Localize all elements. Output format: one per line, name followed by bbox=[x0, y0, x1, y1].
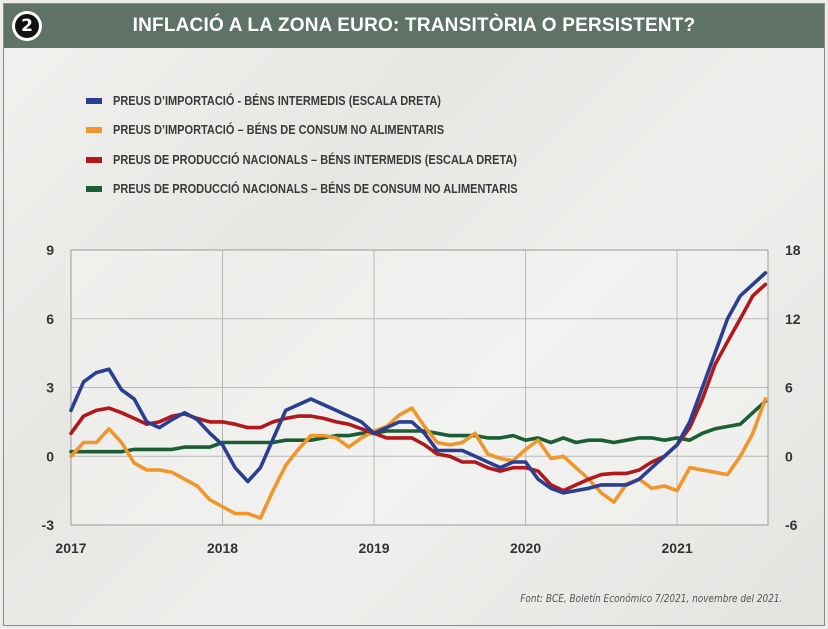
legend-swatch bbox=[86, 97, 102, 104]
y-left-tick-label: -3 bbox=[42, 517, 55, 533]
legend-swatch bbox=[86, 127, 102, 134]
legend: PREUS D’IMPORTACIÓ - BÉNS INTERMEDIS (ES… bbox=[86, 92, 573, 210]
legend-item: PREUS D’IMPORTACIÓ - BÉNS INTERMEDIS (ES… bbox=[86, 92, 573, 122]
chart-title: INFLACIÓ A LA ZONA EURO: TRANSITÒRIA O P… bbox=[132, 15, 696, 36]
figure-number-badge: 2 bbox=[12, 11, 42, 41]
legend-swatch bbox=[86, 186, 102, 193]
line-chart: -3 -6 0 0 3 6 6 12 9 18 2017 2018 2019 2020 2021 bbox=[42, 242, 801, 556]
y-left-tick-label: 3 bbox=[46, 380, 54, 396]
figure-number: 2 bbox=[15, 14, 39, 38]
series-line-2 bbox=[69, 397, 768, 520]
legend-swatch bbox=[86, 156, 102, 163]
y-left-tick-label: 9 bbox=[46, 242, 54, 258]
series-line-4 bbox=[69, 399, 768, 454]
y-right-tick-label: 18 bbox=[785, 242, 801, 258]
x-tick-label: 2020 bbox=[510, 540, 541, 556]
plot-frame bbox=[70, 249, 769, 526]
header-bar: 2 INFLACIÓ A LA ZONA EURO: TRANSITÒRIA O… bbox=[4, 4, 824, 48]
y-right-tick-label: 6 bbox=[785, 380, 793, 396]
x-tick-label: 2019 bbox=[358, 540, 389, 556]
legend-label: PREUS DE PRODUCCIÓ NACIONALS – BÉNS DE C… bbox=[113, 182, 518, 197]
x-tick-label: 2021 bbox=[662, 540, 693, 556]
legend-label: PREUS DE PRODUCCIÓ NACIONALS – BÉNS INTE… bbox=[113, 152, 517, 167]
x-tick-label: 2018 bbox=[207, 540, 238, 556]
source-note: Font: BCE, Boletín Económico 7/2021, nov… bbox=[519, 593, 782, 605]
y-left-tick-label: 6 bbox=[46, 311, 54, 327]
legend-label: PREUS D’IMPORTACIÓ - BÉNS INTERMEDIS (ES… bbox=[113, 93, 441, 108]
y-right-tick-label: -6 bbox=[785, 517, 798, 533]
y-right-tick-label: 0 bbox=[785, 448, 793, 464]
series-line-1 bbox=[69, 271, 768, 495]
chart-card: 2 INFLACIÓ A LA ZONA EURO: TRANSITÒRIA O… bbox=[3, 3, 825, 626]
legend-item: PREUS DE PRODUCCIÓ NACIONALS – BÉNS DE C… bbox=[86, 181, 573, 211]
y-right-tick-label: 12 bbox=[785, 311, 801, 327]
x-tick-label: 2017 bbox=[55, 540, 86, 556]
y-left-tick-label: 0 bbox=[46, 448, 54, 464]
legend-label: PREUS D’IMPORTACIÓ – BÉNS DE CONSUM NO A… bbox=[113, 123, 445, 138]
legend-item: PREUS D’IMPORTACIÓ – BÉNS DE CONSUM NO A… bbox=[86, 122, 573, 152]
legend-item: PREUS DE PRODUCCIÓ NACIONALS – BÉNS INTE… bbox=[86, 151, 573, 181]
